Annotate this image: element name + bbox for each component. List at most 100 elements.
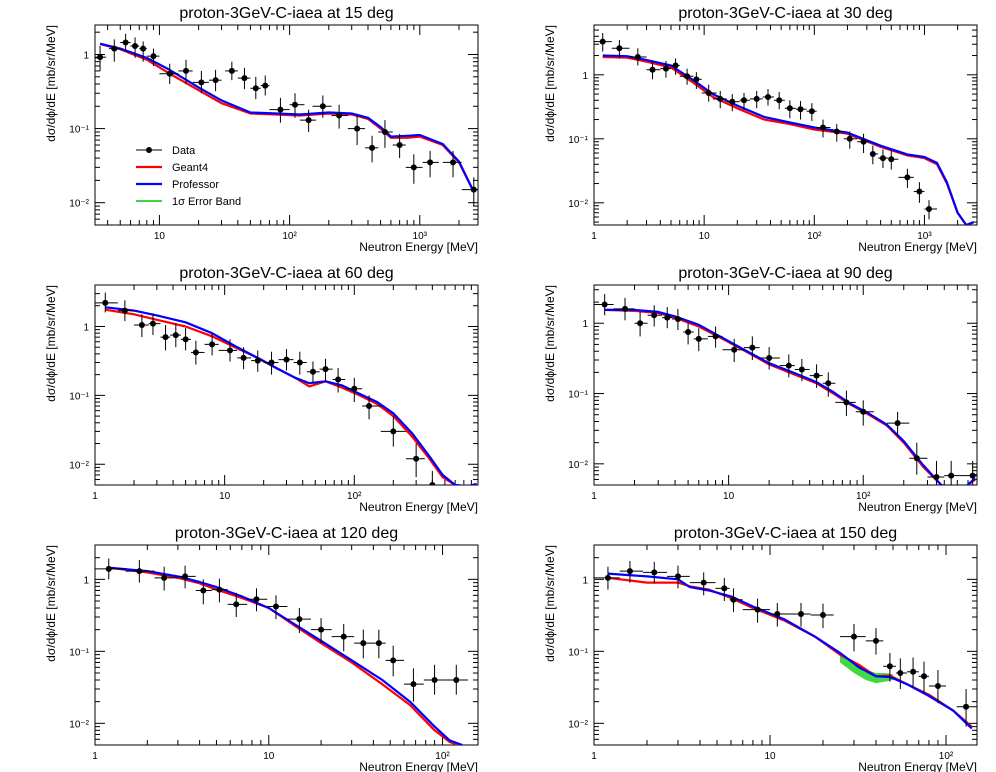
x-tick-label: 10² [939,751,954,762]
data-marker [105,565,112,572]
professor-curve [105,306,477,485]
data-point [689,572,716,596]
data-marker [136,568,143,575]
data-marker [819,611,826,618]
data-marker [662,65,669,72]
data-marker [121,307,128,314]
data-point [177,565,196,589]
data-marker [212,77,219,84]
data-point [134,314,149,338]
data-point [643,561,668,584]
data-point [613,297,635,321]
professor-curve [108,566,463,745]
data-marker [227,347,234,354]
x-tick-label: 10³ [917,231,932,242]
data-marker [429,482,436,485]
data-point [247,588,268,612]
legend-label-band: 1σ Error Band [172,196,241,208]
data-marker [305,117,312,124]
x-tick-label: 1 [92,751,98,762]
data-marker [122,39,129,46]
data-marker [717,95,724,102]
data-point [913,182,925,203]
data-marker [860,408,867,415]
data-marker [740,97,747,104]
data-point [120,33,131,52]
data-point [809,364,823,388]
data-point [611,39,630,59]
data-marker [390,428,397,435]
data-point [263,351,279,375]
data-marker [396,142,403,149]
plot-area [95,292,477,485]
data-point [170,323,181,348]
data-marker [634,53,641,60]
data-point [896,658,907,689]
legend: Data Geant4 Professor 1σ Error Band [136,145,241,208]
data-marker [721,585,728,592]
chart-title: proton-3GeV-C-iaea at 150 deg [674,525,897,542]
data-marker [166,70,173,77]
data-point [693,328,708,352]
data-marker [241,75,248,82]
data-point [354,629,372,659]
x-tick-label: 10 [723,491,735,502]
data-point [927,460,945,485]
data-point [594,294,614,316]
y-tick-label: 1 [582,319,588,330]
data-marker [233,601,240,608]
data-point [743,336,760,361]
x-tick-label: 10² [347,491,362,502]
data-marker [904,174,911,181]
y-tick-label: 10⁻² [568,460,588,471]
data-point [204,333,219,356]
x-tick-label: 10² [282,231,297,242]
geant4-curve [99,43,475,193]
data-marker [729,98,736,105]
data-point [378,120,393,148]
data-marker [674,573,681,580]
x-axis-label: Neutron Energy [MeV] [858,500,977,514]
data-marker [336,112,343,119]
x-axis-label: Neutron Energy [MeV] [359,240,478,254]
data-marker [150,53,157,60]
data-marker [913,455,920,462]
data-point [148,313,161,336]
data-marker [798,366,805,373]
data-marker [749,344,756,351]
data-point [906,657,919,687]
data-point [956,688,977,727]
data-point [779,354,795,378]
data-point [461,177,478,207]
data-point [816,119,831,138]
data-marker [860,138,867,145]
data-marker [934,683,941,690]
data-marker [216,586,223,593]
data-marker [786,105,793,112]
x-tick-label: 10² [435,751,450,762]
data-marker [753,95,760,102]
data-marker [797,611,804,618]
plot-area [95,558,468,745]
data-marker [182,67,189,74]
data-point [647,305,663,327]
data-marker [599,38,606,45]
data-point [660,60,671,78]
data-marker [843,399,850,406]
data-point [365,135,379,163]
y-tick-label: 1 [83,322,89,333]
data-point [679,68,694,85]
data-point [840,623,866,652]
data-point [331,623,355,652]
data-marker [268,359,275,366]
data-point [693,72,702,90]
data-point [707,326,723,348]
data-marker [712,333,719,340]
data-point [869,145,879,165]
data-point [594,566,620,590]
data-marker [766,355,773,362]
data-marker [705,89,712,96]
data-point [95,46,107,71]
data-point [683,321,694,345]
